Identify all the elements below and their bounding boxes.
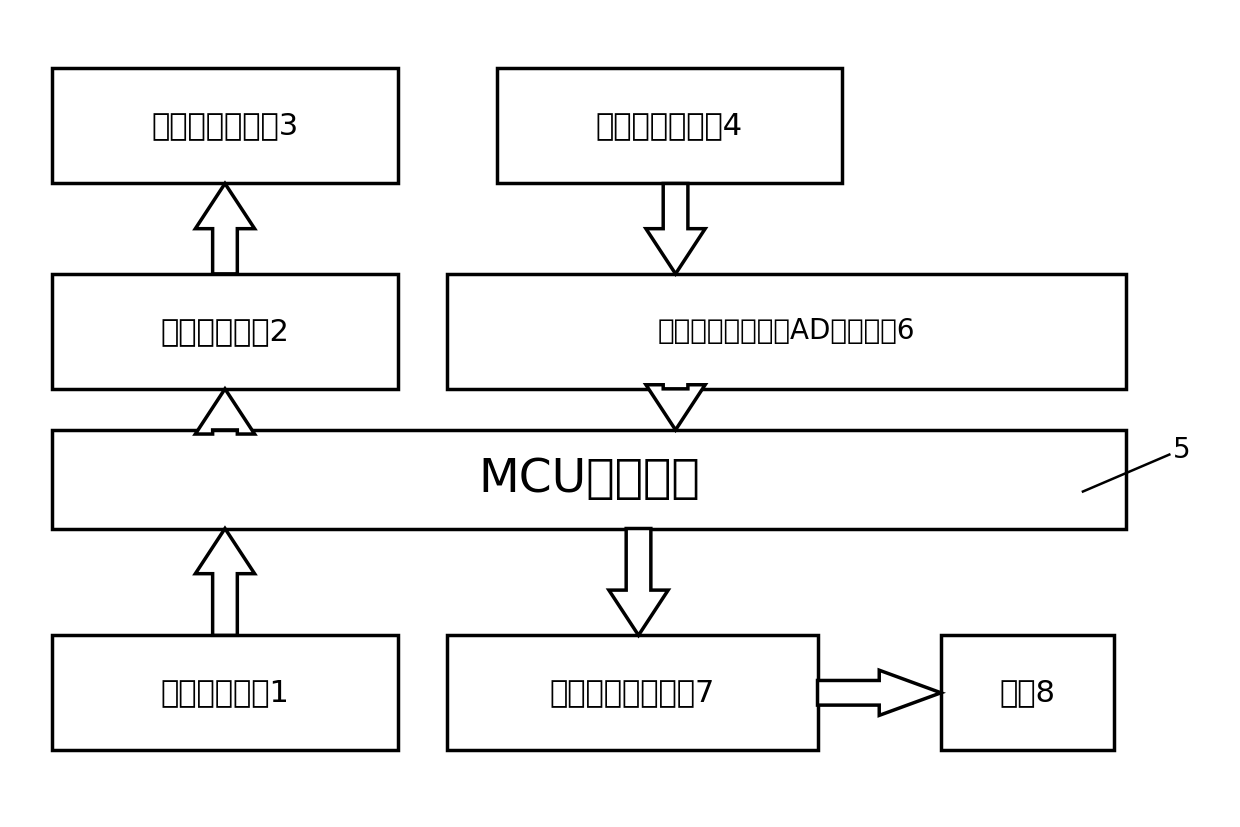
FancyBboxPatch shape: [448, 635, 817, 750]
FancyBboxPatch shape: [448, 274, 1126, 389]
Text: MCU控制装置: MCU控制装置: [479, 457, 701, 502]
Text: 5: 5: [1173, 437, 1190, 465]
Text: 手持控制装置1: 手持控制装置1: [160, 678, 289, 707]
Text: 超声波接收单元4: 超声波接收单元4: [595, 112, 743, 141]
Polygon shape: [196, 184, 254, 274]
Text: 发射控制单元2: 发射控制单元2: [160, 317, 289, 346]
FancyBboxPatch shape: [52, 635, 398, 750]
Polygon shape: [817, 670, 941, 715]
FancyBboxPatch shape: [52, 274, 398, 389]
Polygon shape: [609, 528, 668, 635]
Text: 超声波发射单元3: 超声波发射单元3: [151, 112, 299, 141]
Text: 放大、带通滤波及AD转换电路6: 放大、带通滤波及AD转换电路6: [658, 318, 915, 346]
FancyBboxPatch shape: [52, 430, 1126, 528]
Polygon shape: [646, 184, 706, 274]
Text: 音频信号产生模块7: 音频信号产生模块7: [549, 678, 715, 707]
Polygon shape: [646, 385, 706, 430]
FancyBboxPatch shape: [496, 69, 842, 184]
FancyBboxPatch shape: [52, 69, 398, 184]
Polygon shape: [196, 389, 254, 434]
Polygon shape: [196, 528, 254, 635]
Text: 耳机8: 耳机8: [999, 678, 1055, 707]
FancyBboxPatch shape: [941, 635, 1114, 750]
